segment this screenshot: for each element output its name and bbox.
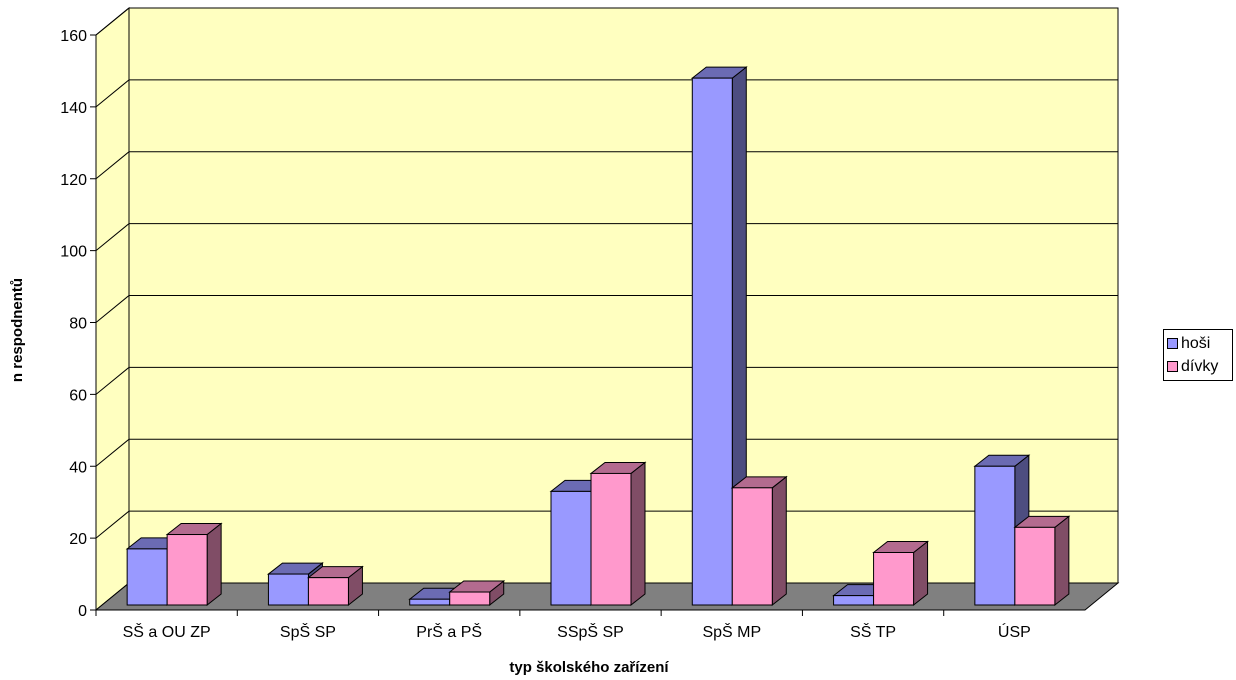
bar-front: [267, 573, 309, 606]
x-tick-label: PrŠ a PŠ: [416, 622, 482, 641]
legend: hoši dívky: [1163, 329, 1233, 381]
bar-dívky-3: [589, 461, 647, 607]
x-tick-label: SŠ a OU ZP: [123, 622, 211, 641]
gridline: [95, 510, 1118, 539]
bar-dívky-2: [448, 580, 506, 607]
y-tick-label: 80: [69, 316, 87, 333]
bar-side: [630, 461, 646, 607]
x-tick-label: ÚSP: [998, 622, 1031, 641]
bar-front: [550, 490, 592, 606]
bar-dívky-0: [165, 522, 223, 607]
x-axis-title: typ školského zařízení: [509, 659, 669, 676]
bar-front: [1014, 526, 1056, 606]
bar-front: [126, 548, 168, 606]
bar-front: [449, 591, 491, 606]
legend-item-divky: dívky: [1167, 355, 1229, 378]
x-tick-label: SpŠ MP: [702, 622, 761, 641]
y-tick-label: 20: [69, 531, 87, 548]
x-tick-label: SSpŠ SP: [557, 622, 624, 641]
legend-item-hosi: hoši: [1167, 332, 1229, 355]
y-tick-label: 100: [60, 244, 87, 261]
bars: [125, 66, 1071, 607]
bar-front: [409, 598, 451, 606]
gridline: [95, 79, 1118, 108]
gridlines: [95, 7, 1118, 539]
bar-dívky-1: [306, 565, 364, 607]
legend-swatch-hosi: [1167, 338, 1178, 349]
bar-side: [771, 475, 787, 607]
bar-front: [974, 465, 1016, 606]
y-tick-label: 160: [60, 28, 87, 45]
y-axis-title: n respodnentů: [9, 278, 26, 382]
gridline: [95, 223, 1118, 252]
bar-dívky-6: [1013, 515, 1071, 607]
bar-dívky-5: [872, 540, 930, 607]
bar-hoši-4: [690, 66, 748, 607]
y-tick-label: 60: [69, 387, 87, 404]
y-tick-label: 40: [69, 459, 87, 476]
bar-front: [307, 577, 349, 606]
gridline: [95, 366, 1118, 395]
y-tick-label: 140: [60, 100, 87, 117]
gridline: [95, 151, 1118, 180]
bar-front: [873, 552, 915, 606]
bar-front: [590, 472, 632, 606]
bar-front: [166, 534, 208, 606]
bar-front: [833, 595, 875, 606]
x-tick-label: SŠ TP: [850, 622, 896, 641]
gridline: [95, 7, 1118, 36]
gridline: [95, 295, 1118, 323]
gridline: [95, 438, 1118, 467]
bar-side: [1054, 515, 1070, 607]
bar-side: [206, 522, 222, 607]
bar-dívky-4: [730, 475, 788, 607]
x-tick-label: SpŠ SP: [280, 622, 336, 641]
y-tick-label: 120: [60, 172, 87, 189]
axes: 0 20 40 60 80 100 120 140 160 SŠ a OU ZP SpŠ SP PrŠ…: [60, 28, 1085, 641]
bar-front: [731, 487, 773, 606]
legend-label-hosi: hoši: [1181, 334, 1211, 352]
legend-swatch-divky: [1167, 361, 1178, 372]
bar-front: [691, 77, 733, 606]
y-tick-label: 0: [78, 603, 87, 620]
legend-label-divky: dívky: [1181, 357, 1219, 375]
